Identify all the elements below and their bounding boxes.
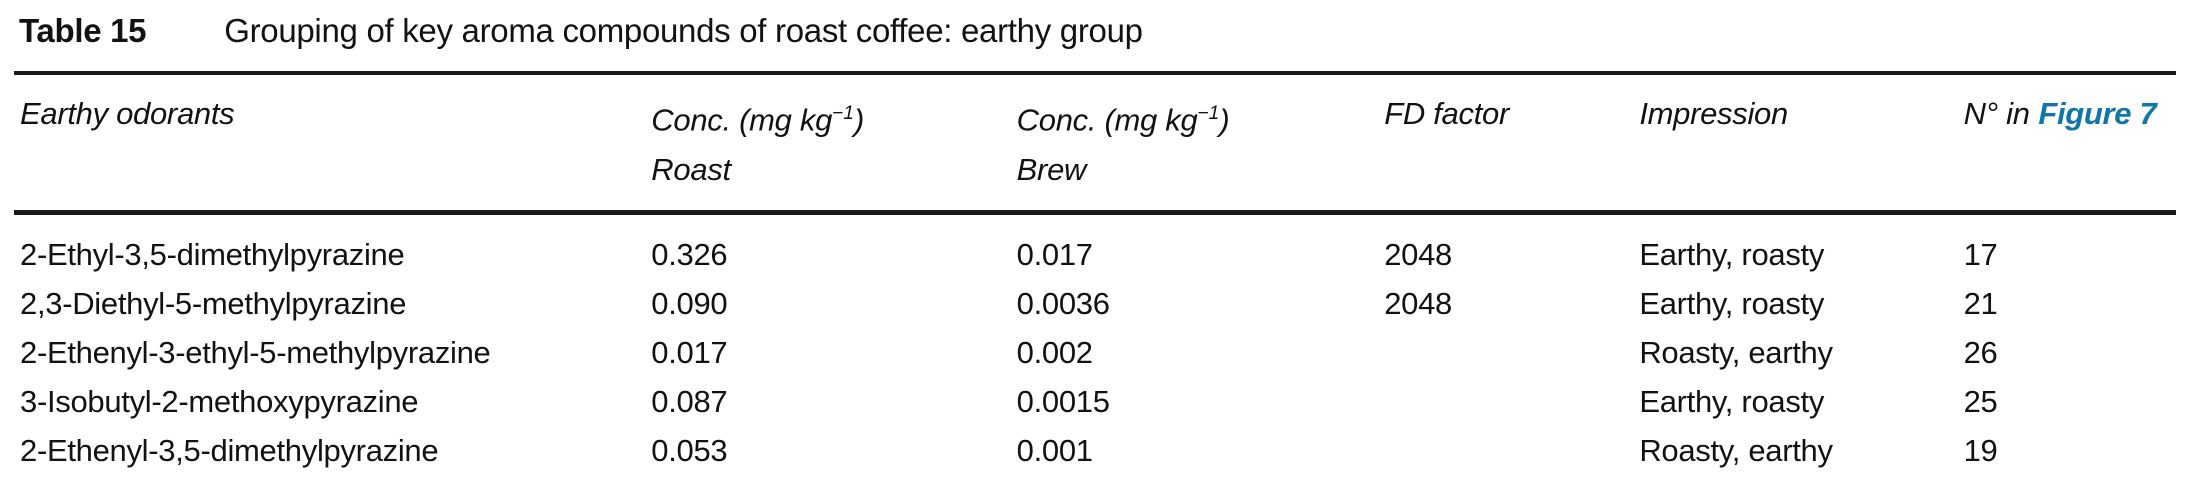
cell-odorant: 2-Ethenyl-3,5-dimethylpyrazine [20,433,439,469]
cell-fd-factor: 2048 [1384,286,1452,322]
cell-impression: Earthy, roasty [1639,286,1825,322]
cell-fd-factor [1378,426,1633,475]
figure-7-link[interactable]: Figure 7 [2038,96,2157,131]
cell-conc-brew: 0.002 [1016,335,1093,371]
header-earthy-odorants: Earthy odorants [20,96,235,131]
cell-fd-factor [1378,328,1633,377]
header-figure-number: N° in Figure 7 [1963,96,2157,131]
cell-fd-factor: 2048 [1384,237,1452,273]
cell-conc-roast: 0.326 [651,237,728,273]
cell-figure-no: 17 [1963,237,1998,273]
cell-impression: Earthy, roasty [1639,384,1825,420]
header-conc-roast: Conc. (mg kg−1) Roast [645,89,1010,195]
table-row: 2-Ethenyl-3-ethyl-5-methylpyrazine 0.017… [14,328,2176,377]
cell-figure-no: 21 [1963,286,1998,322]
cell-conc-roast: 0.087 [651,384,728,420]
table-header: Earthy odorants Conc. (mg kg−1) Roast Co… [14,75,2176,210]
cell-figure-no: 26 [1963,335,1998,371]
cell-impression: Roasty, earthy [1639,433,1833,469]
superscript-minus-one: −1 [1197,103,1220,124]
rule-top [14,71,2176,75]
header-fd-factor: FD factor [1384,96,1509,131]
table-row: 2-Ethyl-3,5-dimethylpyrazine 0.326 0.017… [14,230,2176,279]
table-row: 2,3-Diethyl-5-methylpyrazine 0.090 0.003… [14,279,2176,328]
cell-fd-factor [1378,377,1633,426]
superscript-minus-one: −1 [832,103,854,124]
table-caption: Table 15 Grouping of key aroma compounds … [14,9,2176,53]
cell-odorant: 2-Ethenyl-3-ethyl-5-methylpyrazine [20,335,491,371]
cell-conc-brew: 0.0015 [1016,384,1110,420]
header-roast-subline: Roast [651,152,731,188]
cell-odorant: 2-Ethyl-3,5-dimethylpyrazine [20,237,405,273]
cell-odorant: 2,3-Diethyl-5-methylpyrazine [20,286,407,322]
table-title: Grouping of key aroma compounds of roast… [224,12,1143,49]
header-brew-subline: Brew [1016,152,1087,188]
cell-conc-brew: 0.0036 [1016,286,1110,322]
cell-figure-no: 25 [1963,384,1998,420]
rule-header-bottom [14,210,2176,216]
header-impression: Impression [1639,96,1788,131]
header-conc-brew: Conc. (mg kg−1) Brew [1011,89,1379,195]
cell-figure-no: 19 [1963,433,1998,469]
cell-conc-roast: 0.017 [651,335,728,371]
cell-impression: Earthy, roasty [1639,237,1825,273]
table-row: 3-Isobutyl-2-methoxypyrazine 0.087 0.001… [14,377,2176,426]
cell-conc-roast: 0.053 [651,433,728,469]
cell-conc-brew: 0.001 [1016,433,1093,469]
cell-impression: Roasty, earthy [1639,335,1833,371]
table-body: 2-Ethyl-3,5-dimethylpyrazine 0.326 0.017… [14,215,2176,485]
cell-conc-brew: 0.017 [1016,237,1093,273]
table-row: 2-Ethenyl-3,5-dimethylpyrazine 0.053 0.0… [14,426,2176,475]
cell-conc-roast: 0.090 [651,286,728,322]
cell-odorant: 3-Isobutyl-2-methoxypyrazine [20,384,419,420]
table-label: Table 15 [19,12,147,49]
